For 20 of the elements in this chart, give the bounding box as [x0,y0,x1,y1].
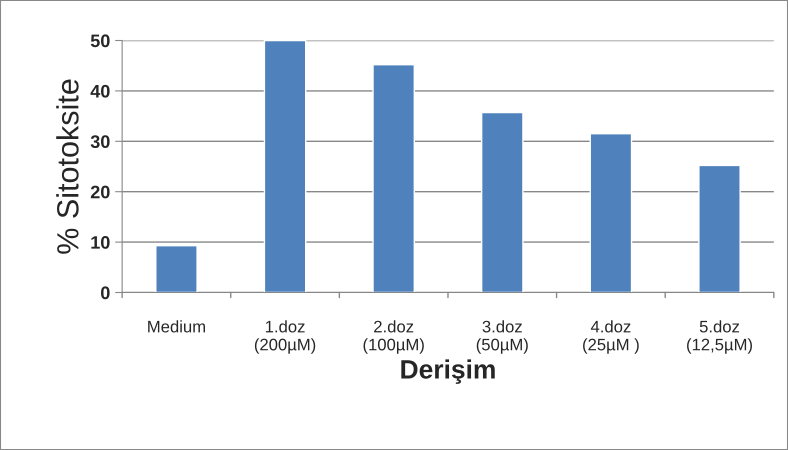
bar [480,112,524,292]
x-tick-label: 2.doz (100µM) [364,320,424,354]
bar [698,164,741,292]
x-tick-label: Medium [148,320,205,333]
x-axis-title: Derişim [401,359,495,384]
x-tick-label: 1.doz (200µM) [254,320,316,354]
x-tick-label: 4.doz (25µM ) [583,320,639,354]
y-tick-label: 10 [91,236,110,249]
y-tick-label: 20 [90,186,110,198]
y-tick-label: 0 [101,286,110,300]
x-tick-label: 5.doz (12,5µM) [687,320,752,354]
y-axis-title: % Sitotoksite [56,80,79,254]
bar [155,244,198,292]
y-tick-label: 50 [90,34,110,48]
y-tick-label: 40 [90,84,110,98]
bar [590,133,632,292]
bar [264,40,306,292]
x-tick-label: 3.doz (50µM) [476,320,528,354]
bar [372,64,416,292]
y-tick-label: 30 [90,135,110,148]
